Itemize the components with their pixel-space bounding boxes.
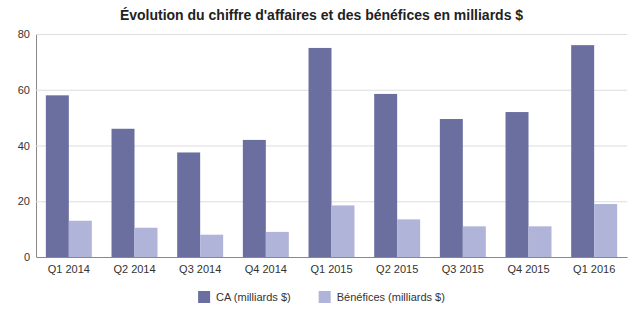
tick: Q2 2014 bbox=[113, 263, 155, 275]
axis-domain bbox=[37, 257, 628, 258]
tick: Q3 2014 bbox=[179, 263, 221, 275]
tick-label: Q4 2015 bbox=[507, 263, 549, 275]
bar bbox=[463, 226, 486, 257]
tick-label: Q1 2015 bbox=[310, 263, 352, 275]
tick: Q2 2015 bbox=[376, 263, 418, 275]
tick: Q3 2015 bbox=[442, 263, 484, 275]
bar bbox=[397, 219, 420, 257]
axis-domain bbox=[37, 35, 628, 258]
bars bbox=[46, 45, 617, 257]
tick-label: 40 bbox=[18, 140, 30, 152]
bar bbox=[243, 140, 266, 257]
tick-label: Q3 2014 bbox=[179, 263, 221, 275]
series bbox=[46, 45, 594, 257]
x-axis: Q1 2014 Q2 2014 Q3 2014 Q4 2014 Q1 2015 Q2 20… bbox=[37, 258, 628, 275]
tick-label: 0 bbox=[24, 251, 30, 263]
bar bbox=[594, 204, 617, 257]
legend-label: CA (milliards $) bbox=[216, 291, 291, 303]
plot: 020406080Q1 2014Q2 2014Q3 2014Q4 2014Q1 … bbox=[18, 28, 628, 275]
bar bbox=[529, 226, 552, 257]
bar bbox=[332, 205, 355, 257]
tick-label: 80 bbox=[18, 28, 30, 40]
bar bbox=[200, 235, 223, 257]
tick-label: Q1 2016 bbox=[573, 263, 615, 275]
bar bbox=[506, 112, 529, 257]
legend-swatch bbox=[198, 291, 210, 303]
tick: 80 bbox=[18, 28, 627, 40]
bar bbox=[112, 129, 135, 257]
bar bbox=[440, 119, 463, 257]
legend-item: Bénéfices (milliards $) bbox=[319, 291, 445, 303]
legend-swatch bbox=[319, 291, 331, 303]
title: Évolution du chiffre d'affaires et des b… bbox=[120, 7, 523, 23]
tick-label: 20 bbox=[18, 195, 30, 207]
tick: Q4 2014 bbox=[245, 263, 287, 275]
grid-line bbox=[36, 34, 627, 35]
tick: Q1 2015 bbox=[310, 263, 352, 275]
tick-label: 60 bbox=[18, 84, 30, 96]
bar bbox=[309, 48, 332, 257]
bar bbox=[177, 152, 200, 257]
legend-item: CA (milliards $) bbox=[198, 291, 291, 303]
tick-label: Q2 2014 bbox=[113, 263, 155, 275]
legend-label: Bénéfices (milliards $) bbox=[337, 291, 445, 303]
grid-line bbox=[36, 257, 627, 258]
bar bbox=[266, 232, 289, 257]
bar bbox=[46, 95, 69, 257]
tick-label: Q1 2014 bbox=[48, 263, 90, 275]
tick-label: Q3 2015 bbox=[442, 263, 484, 275]
tick: Q4 2015 bbox=[507, 263, 549, 275]
tick: Q1 2016 bbox=[573, 263, 615, 275]
bar bbox=[571, 45, 594, 257]
chart: Évolution du chiffre d'affaires et des b… bbox=[0, 0, 643, 315]
bar bbox=[135, 228, 158, 257]
legend: CA (milliards $) Bénéfices (milliards $) bbox=[198, 291, 445, 303]
tick: Q1 2014 bbox=[48, 263, 90, 275]
y-axis: 0 20 40 60 80 bbox=[18, 28, 627, 263]
tick-label: Q2 2015 bbox=[376, 263, 418, 275]
bar bbox=[69, 221, 92, 257]
bar bbox=[374, 94, 397, 257]
series bbox=[69, 204, 617, 257]
tick-label: Q4 2014 bbox=[245, 263, 287, 275]
